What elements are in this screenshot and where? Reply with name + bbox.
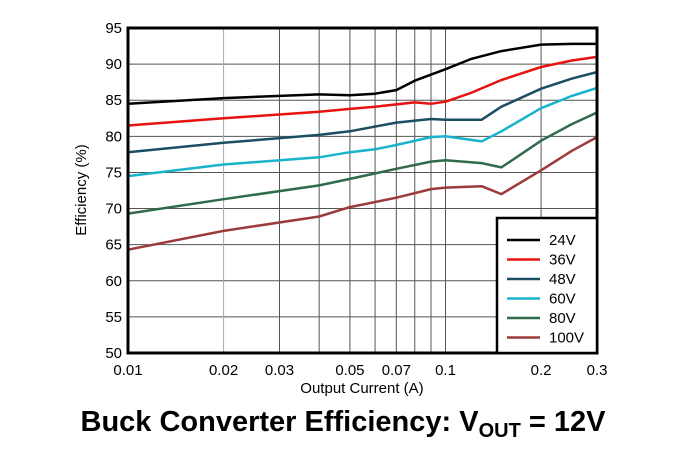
efficiency-chart: 50 55 60 65 70 75 80 85 90 95 0.01 0.02 0.03 0.05 0.07… xyxy=(73,20,608,397)
y-tick-label: 60 xyxy=(105,273,122,290)
series-line-60V xyxy=(127,86,598,178)
y-tick-label: 85 xyxy=(105,92,122,109)
legend-label: 36V xyxy=(549,252,576,269)
series-line-100V xyxy=(127,136,598,251)
legend-label: 100V xyxy=(549,330,584,347)
series-line-48V xyxy=(127,70,598,154)
title-tail: = 12V xyxy=(520,406,606,438)
x-tick-label: 0.01 xyxy=(113,362,142,379)
x-tick-label: 0.05 xyxy=(335,362,364,379)
legend-label: 24V xyxy=(549,232,576,249)
x-tick-label: 0.02 xyxy=(209,362,238,379)
x-tick-label: 0.1 xyxy=(435,362,456,379)
y-tick-label: 75 xyxy=(105,164,122,181)
y-tick-label: 80 xyxy=(105,128,122,145)
y-axis-label: Efficiency (%) xyxy=(73,144,90,235)
legend-label: 48V xyxy=(549,271,576,288)
plot-frame xyxy=(126,26,599,355)
chart-title: Buck Converter Efficiency: VOUT = 12V xyxy=(0,406,686,443)
title-subscript: OUT xyxy=(478,420,521,442)
x-tick-label: 0.3 xyxy=(587,362,608,379)
x-tick-label: 0.07 xyxy=(382,362,411,379)
y-tick-label: 90 xyxy=(105,56,122,73)
x-tick-label: 0.03 xyxy=(265,362,294,379)
y-tick-label: 65 xyxy=(105,237,122,254)
legend: 24V 36V 48V 60V 80V 100V xyxy=(495,216,599,355)
series-line-80V xyxy=(127,111,598,215)
legend-label: 80V xyxy=(549,310,576,327)
legend-label: 60V xyxy=(549,291,576,308)
title-main: Buck Converter Efficiency: V xyxy=(80,406,479,438)
series-line-24V xyxy=(127,42,597,106)
y-tick-label: 95 xyxy=(105,20,122,37)
y-tick-label: 70 xyxy=(105,201,122,218)
series-line-36V xyxy=(127,55,598,127)
x-axis-label: Output Current (A) xyxy=(300,380,423,397)
x-tick-label: 0.2 xyxy=(531,362,552,379)
y-tick-label: 55 xyxy=(105,309,122,326)
y-tick-label: 50 xyxy=(105,345,122,362)
